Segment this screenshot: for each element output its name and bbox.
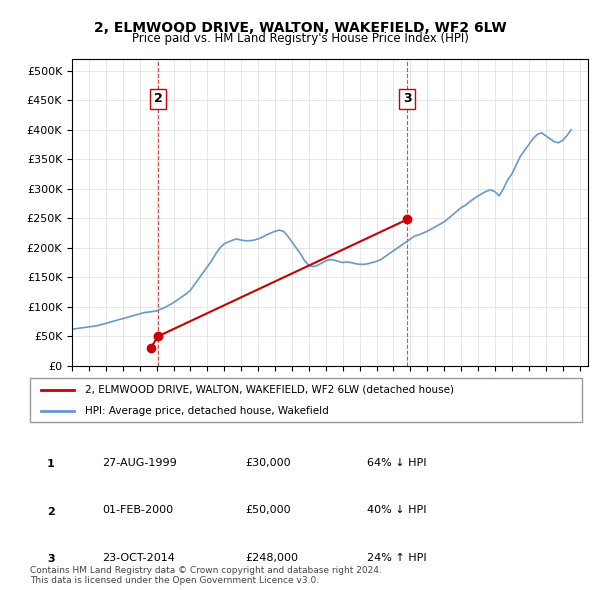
Text: 3: 3	[403, 93, 412, 106]
Text: 40% ↓ HPI: 40% ↓ HPI	[367, 506, 427, 515]
Text: 23-OCT-2014: 23-OCT-2014	[102, 553, 175, 562]
Text: 2: 2	[47, 507, 55, 516]
Text: 2, ELMWOOD DRIVE, WALTON, WAKEFIELD, WF2 6LW (detached house): 2, ELMWOOD DRIVE, WALTON, WAKEFIELD, WF2…	[85, 385, 454, 395]
Text: 3: 3	[47, 554, 55, 563]
Text: 64% ↓ HPI: 64% ↓ HPI	[367, 458, 427, 468]
Text: 1: 1	[47, 460, 55, 469]
Text: 2, ELMWOOD DRIVE, WALTON, WAKEFIELD, WF2 6LW: 2, ELMWOOD DRIVE, WALTON, WAKEFIELD, WF2…	[94, 21, 506, 35]
Text: Price paid vs. HM Land Registry's House Price Index (HPI): Price paid vs. HM Land Registry's House …	[131, 32, 469, 45]
Text: HPI: Average price, detached house, Wakefield: HPI: Average price, detached house, Wake…	[85, 406, 329, 416]
Text: £30,000: £30,000	[246, 458, 292, 468]
Text: £50,000: £50,000	[246, 506, 292, 515]
Text: 24% ↑ HPI: 24% ↑ HPI	[367, 553, 427, 562]
FancyBboxPatch shape	[30, 378, 582, 422]
Text: 01-FEB-2000: 01-FEB-2000	[102, 506, 173, 515]
Text: Contains HM Land Registry data © Crown copyright and database right 2024.
This d: Contains HM Land Registry data © Crown c…	[30, 566, 382, 585]
Text: 2: 2	[154, 93, 163, 106]
Text: £248,000: £248,000	[246, 553, 299, 562]
Text: 27-AUG-1999: 27-AUG-1999	[102, 458, 177, 468]
